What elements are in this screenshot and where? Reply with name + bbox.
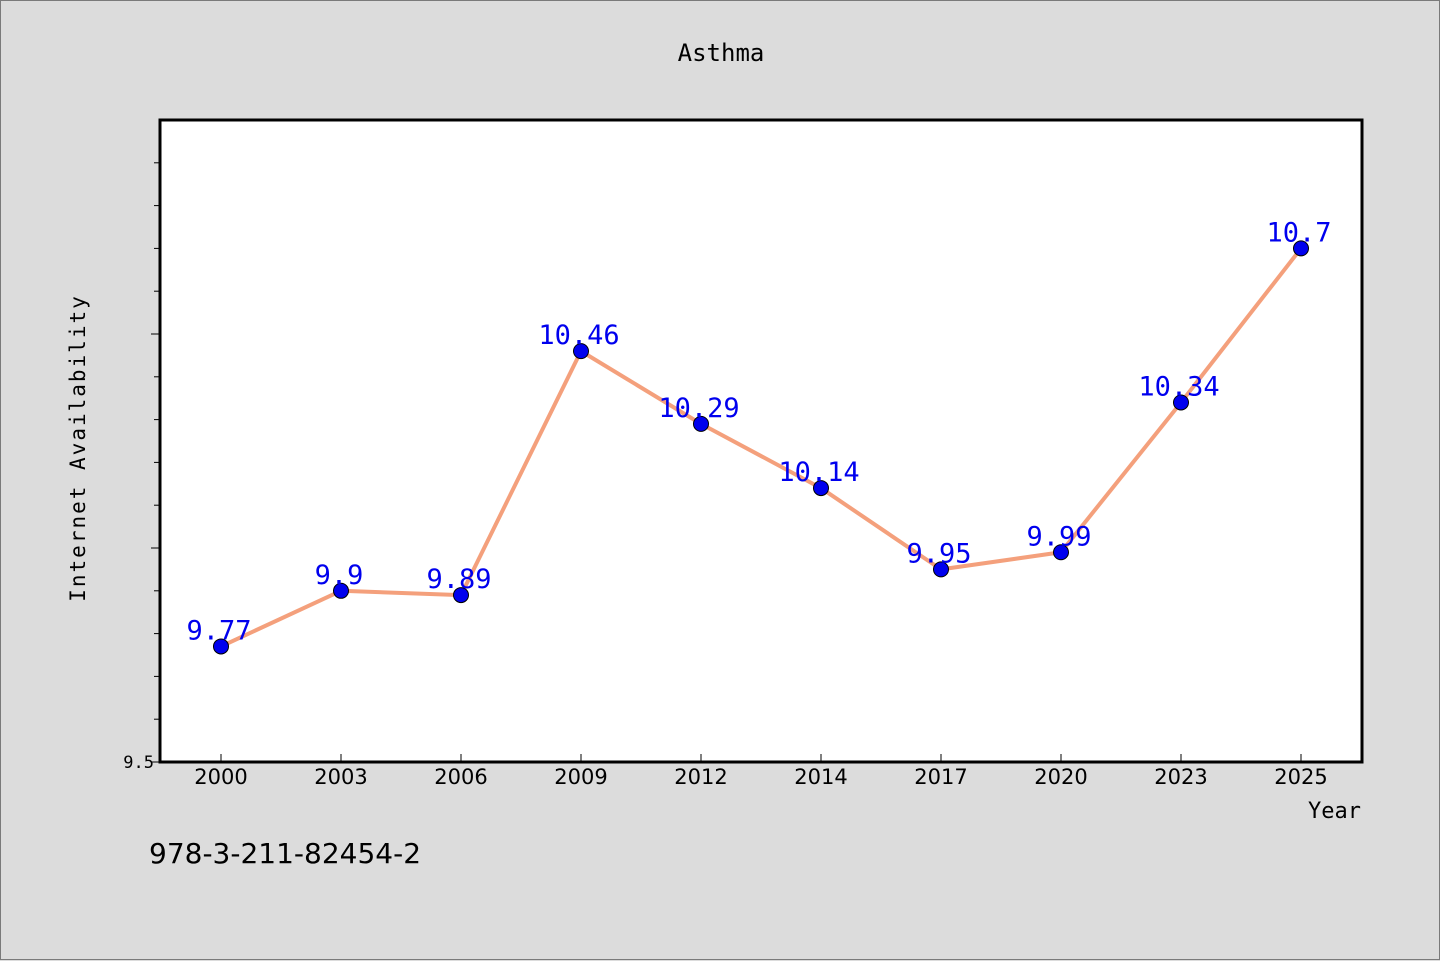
x-tick-label: 2014 xyxy=(794,765,847,789)
data-label: 10.34 xyxy=(1138,371,1219,402)
data-label: 10.29 xyxy=(658,393,739,424)
plot-area xyxy=(158,118,1364,764)
data-point xyxy=(1053,544,1069,561)
data-label: 9.77 xyxy=(186,615,251,646)
x-tick-label: 2020 xyxy=(1034,765,1087,789)
x-tick-label: 2009 xyxy=(554,765,607,789)
series-layer: 9.77 9.9 9.89 10.46 10.29 10.14 9.95 9.99 10.34 1… xyxy=(186,217,1332,655)
x-tick-label: 2000 xyxy=(194,765,247,789)
data-label: 9.89 xyxy=(426,564,491,595)
x-axis-label: Year xyxy=(1308,799,1361,824)
data-point xyxy=(933,561,949,578)
data-label: 10.14 xyxy=(778,457,859,488)
y-tick-label: 9.5 xyxy=(123,753,154,773)
x-tick-label: 2003 xyxy=(314,765,367,789)
data-point xyxy=(333,582,349,599)
series-line xyxy=(219,246,1303,649)
x-tick-label: 2023 xyxy=(1154,765,1207,789)
data-point xyxy=(813,480,829,497)
data-point xyxy=(453,587,469,604)
data-point xyxy=(693,415,709,432)
x-tick-label: 2017 xyxy=(914,765,967,789)
data-point xyxy=(573,343,589,360)
data-label: 9.99 xyxy=(1026,521,1091,552)
data-label: 10.46 xyxy=(538,320,619,351)
data-point xyxy=(1293,240,1309,257)
isbn-annotation: 978-3-211-82454-2 xyxy=(149,837,421,870)
x-tick-label: 2012 xyxy=(674,765,727,789)
data-label: 9.9 xyxy=(315,560,364,591)
y-axis-label: Internet Availability xyxy=(66,294,90,602)
x-tick-label: 2006 xyxy=(434,765,487,789)
data-point xyxy=(1173,394,1189,411)
data-label: 10.7 xyxy=(1266,217,1331,248)
data-label: 9.95 xyxy=(906,538,971,569)
x-tick-label: 2025 xyxy=(1274,765,1327,789)
chart-title: Asthma xyxy=(678,39,765,67)
data-point xyxy=(213,638,229,655)
x-axis-ticks: 2000 2003 2006 2009 2012 2014 2017 2020 2023 2025 xyxy=(194,754,1328,789)
y-axis-ticks: 9.5 xyxy=(123,162,160,773)
